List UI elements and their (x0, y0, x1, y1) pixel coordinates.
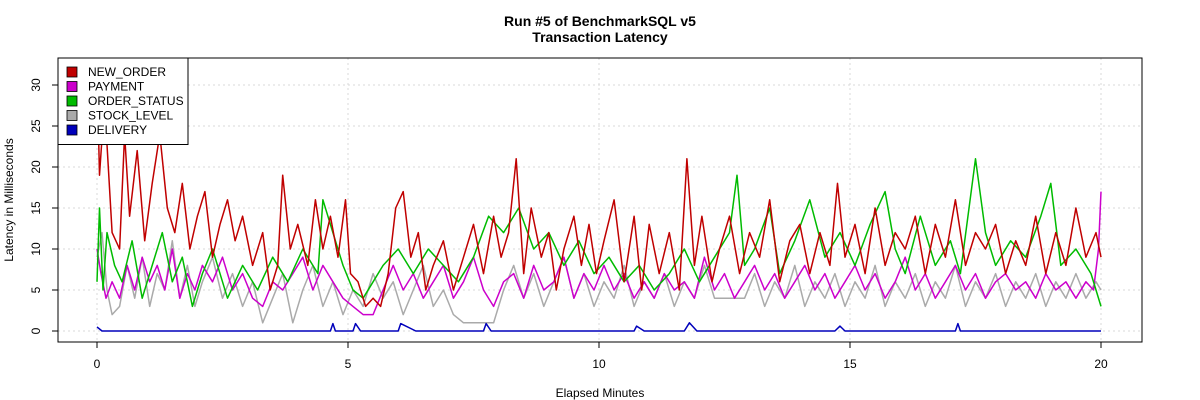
chart-subtitle: Transaction Latency (532, 29, 668, 45)
x-axis: 0 5 10 15 20 (94, 341, 1108, 371)
legend: NEW_ORDERPAYMENTORDER_STATUSSTOCK_LEVELD… (57, 57, 189, 145)
grid-lines (58, 58, 1142, 342)
x-tick-label: 15 (843, 357, 857, 371)
y-tick-label: 30 (29, 78, 43, 92)
legend-label: PAYMENT (88, 80, 145, 94)
plot-frame (57, 57, 1143, 343)
y-axis-label: Latency in Milliseconds (2, 138, 16, 261)
series-lines (96, 68, 1102, 332)
y-tick-label: 5 (29, 286, 43, 293)
y-tick-label: 0 (29, 327, 43, 334)
legend-swatch (66, 95, 78, 107)
legend-label: DELIVERY (88, 123, 147, 137)
legend-swatch (66, 81, 78, 92)
legend-label: NEW_ORDER (88, 65, 166, 79)
y-axis: 0 5 10 15 20 25 30 (29, 78, 59, 334)
x-tick-label: 5 (345, 357, 352, 371)
series-line-payment (96, 191, 1102, 316)
x-axis-label: Elapsed Minutes (556, 386, 645, 400)
legend-box (57, 57, 189, 145)
x-tick-label: 10 (592, 357, 606, 371)
y-tick-label: 20 (29, 160, 43, 174)
y-tick-label: 10 (29, 242, 43, 256)
series-line-delivery (96, 322, 1101, 332)
legend-swatch (66, 66, 78, 78)
legend-label: ORDER_STATUS (88, 94, 184, 108)
legend-swatch (66, 110, 78, 121)
y-tick-label: 25 (29, 119, 43, 133)
x-tick-label: 20 (1094, 357, 1108, 371)
legend-swatch (66, 124, 78, 136)
y-tick-label: 15 (29, 201, 43, 215)
legend-label: STOCK_LEVEL (88, 109, 173, 123)
series-line-new-order (96, 68, 1102, 308)
x-tick-label: 0 (94, 357, 101, 371)
chart-title: Run #5 of BenchmarkSQL v5 (504, 13, 696, 29)
